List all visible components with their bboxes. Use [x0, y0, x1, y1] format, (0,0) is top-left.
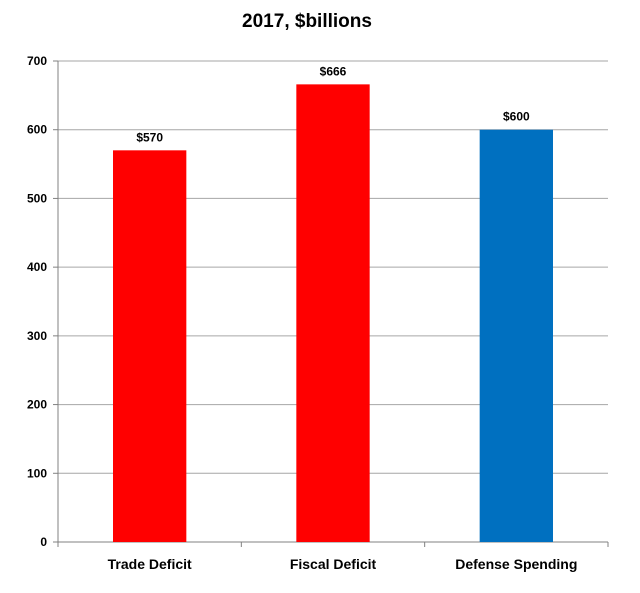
- y-tick-label-200: 200: [27, 398, 47, 412]
- bar-trade-deficit: [113, 150, 187, 543]
- x-axis-categories: Trade Deficit Fiscal Deficit Defense Spend…: [108, 556, 578, 572]
- x-category-fiscal-deficit: Fiscal Deficit: [290, 556, 377, 572]
- data-label-defense-spending: $600: [503, 110, 530, 124]
- y-tick-label-300: 300: [27, 329, 47, 343]
- chart-title: 2017, $billions: [242, 11, 372, 32]
- y-tick-label-400: 400: [27, 260, 47, 274]
- bar-fiscal-deficit: [296, 84, 370, 542]
- x-category-trade-deficit: Trade Deficit: [108, 556, 192, 572]
- y-tick-label-0: 0: [40, 535, 47, 549]
- bar-defense-spending: [479, 129, 553, 542]
- x-category-defense-spending: Defense Spending: [455, 556, 577, 572]
- y-tick-label-100: 100: [27, 466, 47, 480]
- y-tick-label-500: 500: [27, 191, 47, 205]
- data-label-trade-deficit: $570: [136, 130, 163, 144]
- y-axis-ticks: 0 100 200 300 400 500 600 700: [27, 54, 58, 549]
- y-tick-label-700: 700: [27, 54, 47, 68]
- data-labels: $570 $666 $600: [136, 64, 530, 144]
- bars: [113, 84, 553, 543]
- data-label-fiscal-deficit: $666: [320, 64, 347, 78]
- y-tick-label-600: 600: [27, 123, 47, 137]
